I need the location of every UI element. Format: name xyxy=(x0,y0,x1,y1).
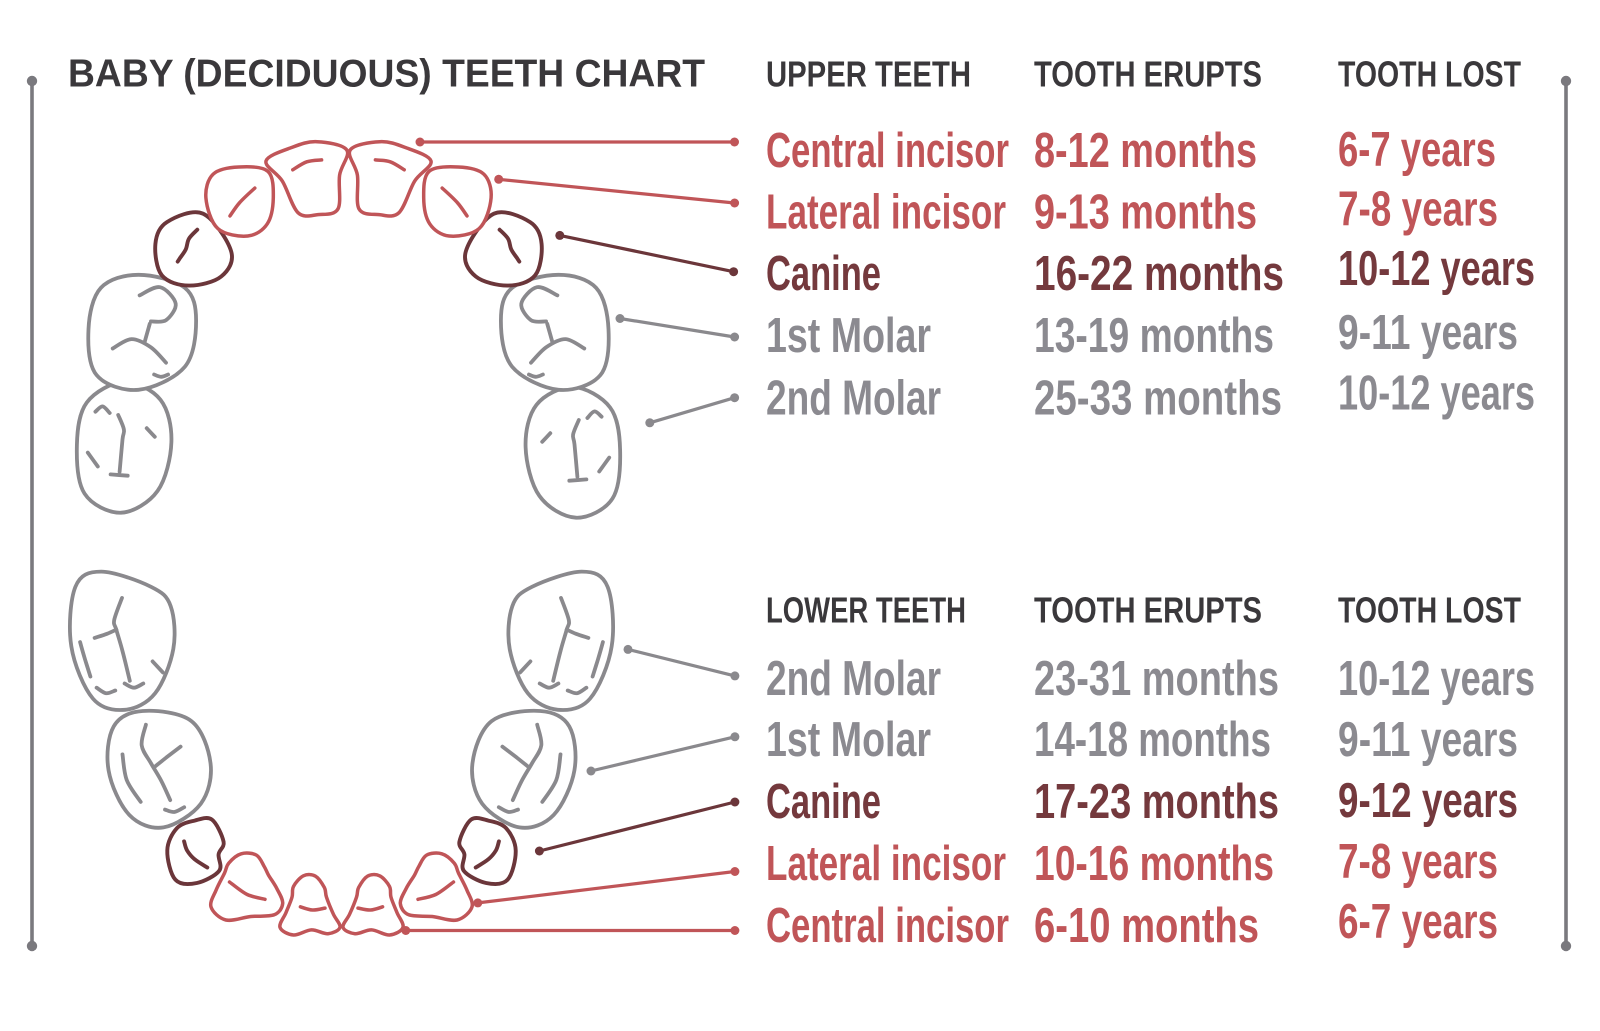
svg-text:Canine: Canine xyxy=(766,247,881,301)
svg-text:10-12 years: 10-12 years xyxy=(1338,242,1535,296)
svg-text:10-12 years: 10-12 years xyxy=(1338,367,1535,421)
svg-text:2nd Molar: 2nd Molar xyxy=(766,652,941,706)
svg-text:7-8 years: 7-8 years xyxy=(1338,183,1498,237)
svg-text:TOOTH ERUPTS: TOOTH ERUPTS xyxy=(1034,590,1262,631)
svg-text:9-11 years: 9-11 years xyxy=(1338,306,1518,360)
svg-text:13-19 months: 13-19 months xyxy=(1034,309,1274,363)
svg-text:UPPER TEETH: UPPER TEETH xyxy=(766,54,971,95)
svg-text:8-12 months: 8-12 months xyxy=(1034,124,1257,178)
svg-text:9-11 years: 9-11 years xyxy=(1338,713,1518,767)
svg-text:LOWER TEETH: LOWER TEETH xyxy=(766,590,966,631)
svg-text:9-12 years: 9-12 years xyxy=(1338,774,1518,828)
svg-text:6-7 years: 6-7 years xyxy=(1338,123,1496,177)
svg-text:16-22 months: 16-22 months xyxy=(1034,247,1284,301)
svg-text:10-16 months: 10-16 months xyxy=(1034,837,1274,891)
svg-text:7-8 years: 7-8 years xyxy=(1338,835,1498,889)
svg-text:Lateral incisor: Lateral incisor xyxy=(766,837,1006,891)
svg-text:9-13 months: 9-13 months xyxy=(1034,186,1257,240)
svg-text:23-31 months: 23-31 months xyxy=(1034,652,1279,706)
svg-text:14-18 months: 14-18 months xyxy=(1034,713,1271,767)
svg-text:TOOTH ERUPTS: TOOTH ERUPTS xyxy=(1034,54,1262,95)
svg-text:TOOTH LOST: TOOTH LOST xyxy=(1338,590,1521,631)
svg-text:2nd Molar: 2nd Molar xyxy=(766,372,941,426)
svg-text:TOOTH LOST: TOOTH LOST xyxy=(1338,54,1521,95)
svg-text:6-7 years: 6-7 years xyxy=(1338,895,1498,949)
svg-text:Central incisor: Central incisor xyxy=(766,124,1009,178)
svg-text:25-33 months: 25-33 months xyxy=(1034,372,1282,426)
svg-text:Canine: Canine xyxy=(766,775,881,829)
svg-text:1st Molar: 1st Molar xyxy=(766,713,931,767)
svg-text:1st Molar: 1st Molar xyxy=(766,309,931,363)
svg-text:6-10 months: 6-10 months xyxy=(1034,899,1259,953)
svg-text:Lateral incisor: Lateral incisor xyxy=(766,186,1006,240)
svg-text:17-23 months: 17-23 months xyxy=(1034,775,1279,829)
svg-text:10-12 years: 10-12 years xyxy=(1338,652,1535,706)
svg-text:Central incisor: Central incisor xyxy=(766,899,1009,953)
svg-text:BABY (DECIDUOUS) TEETH CHART: BABY (DECIDUOUS) TEETH CHART xyxy=(68,53,705,96)
